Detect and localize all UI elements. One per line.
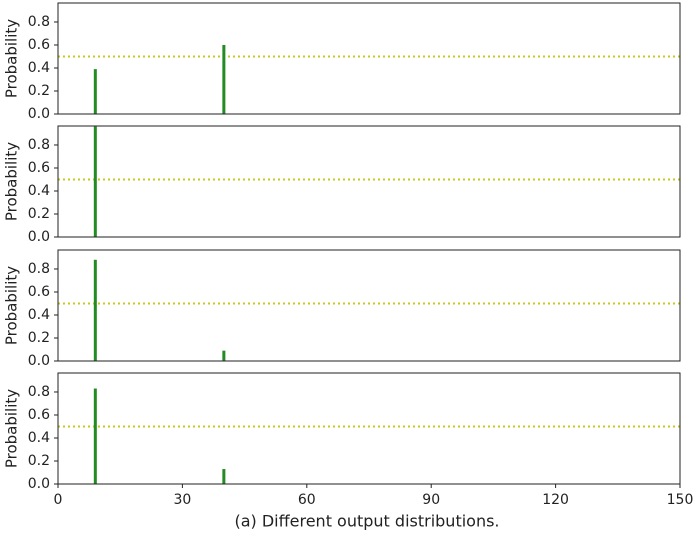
bar bbox=[222, 44, 226, 115]
y-axis-label: Probability bbox=[3, 389, 21, 468]
y-tick-label: 0.0 bbox=[28, 229, 50, 245]
y-tick-label: 0.0 bbox=[28, 476, 50, 492]
bar bbox=[93, 69, 97, 114]
x-tick-label: 0 bbox=[54, 492, 63, 508]
bar bbox=[93, 126, 97, 237]
y-tick-label: 0.6 bbox=[28, 284, 50, 300]
y-tick-label: 0.8 bbox=[28, 384, 50, 400]
y-tick-label: 0.8 bbox=[28, 137, 50, 153]
y-tick-label: 0.0 bbox=[28, 106, 50, 122]
x-tick-label: 30 bbox=[173, 492, 191, 508]
x-tick-label: 120 bbox=[542, 492, 569, 508]
x-tick-label: 150 bbox=[667, 492, 694, 508]
x-tick-label: 60 bbox=[298, 492, 316, 508]
axes-frame bbox=[57, 372, 681, 485]
y-tick-label: 0.6 bbox=[28, 160, 50, 176]
y-tick-label: 0.4 bbox=[28, 60, 50, 76]
axes-frame bbox=[57, 249, 681, 362]
bar bbox=[93, 259, 97, 361]
y-tick-label: 0.4 bbox=[28, 307, 50, 323]
y-tick-label: 0.8 bbox=[28, 261, 50, 277]
x-axis-label: (a) Different output distributions. bbox=[234, 512, 499, 531]
axes-frame bbox=[57, 2, 681, 115]
y-tick-label: 0.2 bbox=[28, 83, 50, 99]
axes-frame bbox=[57, 125, 681, 238]
y-tick-label: 0.0 bbox=[28, 353, 50, 369]
bar bbox=[93, 388, 97, 484]
bar bbox=[222, 350, 226, 361]
bar bbox=[222, 469, 226, 484]
y-tick-label: 0.6 bbox=[28, 407, 50, 423]
y-tick-label: 0.4 bbox=[28, 183, 50, 199]
y-axis-label: Probability bbox=[3, 19, 21, 98]
y-tick-label: 0.4 bbox=[28, 430, 50, 446]
x-tick-label: 90 bbox=[422, 492, 440, 508]
y-tick-label: 0.2 bbox=[28, 330, 50, 346]
y-axis-label: Probability bbox=[3, 266, 21, 345]
y-tick-label: 0.6 bbox=[28, 37, 50, 53]
y-tick-label: 0.8 bbox=[28, 14, 50, 30]
y-axis-label: Probability bbox=[3, 142, 21, 221]
y-tick-label: 0.2 bbox=[28, 206, 50, 222]
y-tick-label: 0.2 bbox=[28, 453, 50, 469]
